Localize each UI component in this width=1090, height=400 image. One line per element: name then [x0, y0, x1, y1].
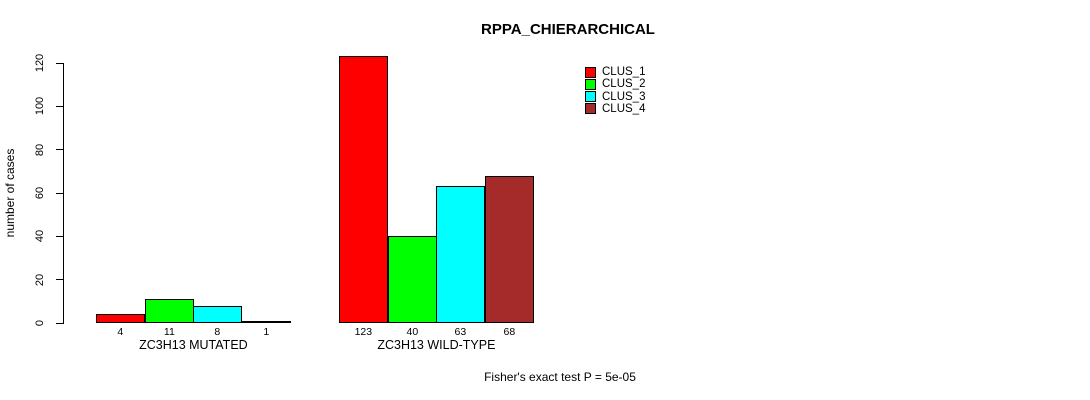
bar-value-label: 11 [163, 326, 175, 338]
y-tick-mark [56, 192, 64, 194]
y-axis-title: number of cases [3, 148, 17, 238]
legend-label: CLUS_2 [602, 78, 646, 91]
y-tick-mark [56, 322, 64, 324]
stat-annotation: Fisher's exact test P = 5e-05 [484, 370, 636, 384]
bar-value-label: 40 [406, 326, 419, 338]
chart-title: RPPA_CHIERARCHICAL [481, 21, 655, 38]
y-tick-mark [56, 149, 64, 151]
bar-clus_4-group2 [485, 176, 534, 323]
bar-value-label: 8 [214, 326, 221, 338]
bar-clus_2-group2 [388, 236, 437, 323]
y-tick-label: 60 [34, 186, 46, 200]
legend-row: CLUS_1 [585, 66, 645, 78]
group-label: ZC3H13 MUTATED [139, 338, 248, 352]
legend-swatch-icon [585, 78, 596, 90]
bar-value-label: 1 [263, 326, 270, 338]
legend-row: CLUS_2 [585, 78, 645, 90]
y-tick-mark [56, 279, 64, 281]
y-tick-label: 20 [34, 273, 46, 286]
y-tick-mark [56, 62, 64, 64]
bar-value-label: 123 [354, 326, 373, 338]
y-tick-label: 80 [34, 143, 46, 156]
legend-label: CLUS_3 [602, 90, 646, 103]
bar-clus_4-group1 [242, 321, 291, 323]
legend-label: CLUS_4 [602, 102, 646, 115]
bar-clus_3-group2 [436, 186, 485, 323]
y-tick-label: 0 [34, 319, 46, 327]
bar-clus_2-group1 [145, 299, 194, 323]
y-tick-mark [56, 235, 64, 237]
y-tick-label: 40 [34, 230, 46, 243]
bar-clus_3-group1 [193, 306, 242, 323]
bar-value-label: 68 [503, 326, 516, 338]
bar-clus_1-group1 [96, 314, 145, 323]
legend-swatch-icon [585, 91, 596, 103]
legend-row: CLUS_4 [585, 103, 645, 115]
legend-label: CLUS_1 [602, 66, 646, 78]
y-tick-label: 120 [34, 53, 46, 73]
bar-clus_1-group2 [339, 56, 388, 323]
group-label: ZC3H13 WILD-TYPE [377, 338, 496, 352]
y-tick-mark [56, 105, 64, 107]
bar-value-label: 4 [117, 326, 124, 338]
legend-swatch-icon [585, 103, 596, 115]
legend-swatch-icon [585, 66, 596, 78]
legend-row: CLUS_3 [585, 91, 645, 103]
bar-value-label: 63 [454, 326, 467, 338]
y-tick-label: 100 [34, 97, 46, 116]
